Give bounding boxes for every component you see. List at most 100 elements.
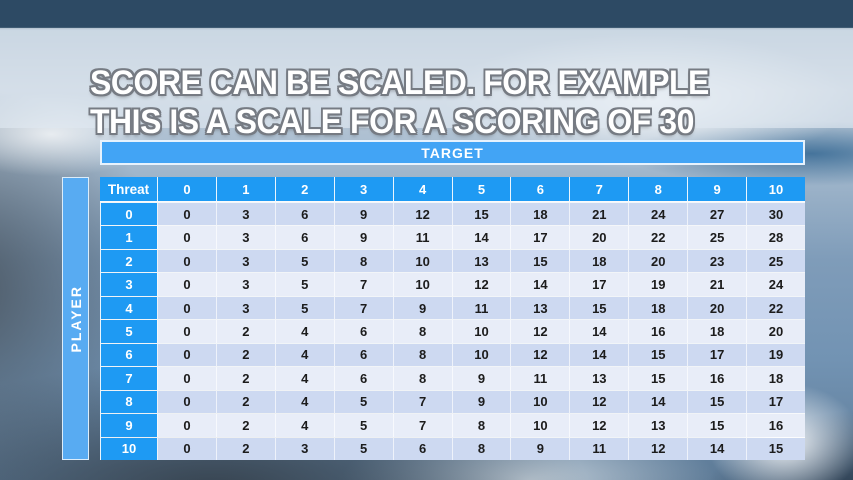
score-cell-r8-c0: 0 [157, 390, 216, 414]
score-cell-r3-c8: 19 [628, 273, 688, 296]
score-cell-r8-c3: 5 [333, 390, 393, 414]
column-header-2: 2 [274, 177, 334, 201]
score-cell-r9-c4: 7 [392, 414, 452, 437]
score-cell-r3-c2: 5 [274, 273, 334, 296]
score-cell-r7-c8: 15 [628, 367, 688, 390]
score-cell-r1-c8: 22 [628, 226, 688, 249]
score-cell-r3-c9: 21 [687, 273, 747, 296]
score-cell-r10-c0: 0 [157, 437, 216, 460]
score-cell-r7-c1: 2 [215, 367, 275, 390]
score-cell-r1-c0: 0 [157, 226, 216, 249]
table-row-3: 3 0 3 5 7 10 12 14 17 19 21 24 [100, 272, 805, 296]
score-cell-r9-c2: 4 [274, 414, 334, 437]
score-cell-r1-c9: 25 [687, 226, 747, 249]
score-cell-r6-c3: 6 [333, 343, 393, 367]
column-header-6: 6 [510, 177, 570, 201]
column-header-10: 10 [746, 177, 805, 201]
row-label-1: 1 [100, 226, 157, 249]
score-cell-r0-c9: 27 [687, 203, 747, 226]
score-table: Threat 0 1 2 3 4 5 6 7 8 9 10 0 0 3 6 9 12 15 18 21 24 27 30 1… [100, 177, 805, 460]
score-cell-r0-c5: 15 [451, 203, 511, 226]
score-cell-r5-c9: 18 [687, 320, 747, 343]
score-cell-r7-c4: 8 [392, 367, 452, 390]
score-cell-r1-c4: 11 [392, 226, 452, 249]
score-cell-r10-c2: 3 [274, 437, 334, 460]
score-cell-r5-c8: 16 [628, 320, 688, 343]
column-header-7: 7 [569, 177, 629, 201]
score-cell-r9-c6: 10 [510, 414, 570, 437]
score-cell-r3-c4: 10 [392, 273, 452, 296]
table-row-9: 9 0 2 4 5 7 8 10 12 13 15 16 [100, 413, 805, 437]
score-cell-r9-c5: 8 [451, 414, 511, 437]
score-cell-r7-c10: 18 [746, 367, 805, 390]
score-cell-r1-c6: 17 [510, 226, 570, 249]
score-cell-r3-c7: 17 [569, 273, 629, 296]
score-cell-r9-c9: 15 [687, 414, 747, 437]
score-cell-r0-c3: 9 [333, 203, 393, 226]
score-cell-r5-c2: 4 [274, 320, 334, 343]
score-cell-r2-c0: 0 [157, 249, 216, 273]
table-row-8: 8 0 2 4 5 7 9 10 12 14 15 17 [100, 389, 805, 414]
corner-header-threat: Threat [100, 177, 157, 201]
score-cell-r2-c3: 8 [333, 249, 393, 273]
column-header-0: 0 [157, 177, 216, 201]
score-cell-r0-c8: 24 [628, 203, 688, 226]
score-cell-r4-c5: 11 [451, 296, 511, 320]
score-cell-r10-c4: 6 [392, 437, 452, 460]
score-cell-r7-c9: 16 [687, 367, 747, 390]
row-label-6: 6 [100, 343, 157, 367]
score-cell-r4-c4: 9 [392, 296, 452, 320]
score-cell-r6-c2: 4 [274, 343, 334, 367]
score-cell-r8-c6: 10 [510, 390, 570, 414]
score-cell-r8-c4: 7 [392, 390, 452, 414]
score-cell-r0-c6: 18 [510, 203, 570, 226]
row-label-0: 0 [100, 203, 157, 226]
row-label-4: 4 [100, 296, 157, 320]
column-header-3: 3 [333, 177, 393, 201]
table-row-6: 6 0 2 4 6 8 10 12 14 15 17 19 [100, 342, 805, 367]
row-label-2: 2 [100, 249, 157, 273]
score-cell-r5-c5: 10 [451, 320, 511, 343]
score-cell-r7-c7: 13 [569, 367, 629, 390]
score-cell-r8-c7: 12 [569, 390, 629, 414]
score-cell-r4-c0: 0 [157, 296, 216, 320]
score-cell-r6-c10: 19 [746, 343, 805, 367]
score-cell-r5-c10: 20 [746, 320, 805, 343]
score-cell-r7-c6: 11 [510, 367, 570, 390]
slide-title-line2: THIS IS A SCALE FOR A SCORING OF 30 [90, 103, 694, 141]
score-cell-r0-c10: 30 [746, 203, 805, 226]
table-row-10: 10 0 2 3 5 6 8 9 11 12 14 15 [100, 436, 805, 460]
score-cell-r3-c10: 24 [746, 273, 805, 296]
score-cell-r8-c8: 14 [628, 390, 688, 414]
score-cell-r2-c6: 15 [510, 249, 570, 273]
column-header-8: 8 [628, 177, 688, 201]
score-cell-r6-c9: 17 [687, 343, 747, 367]
row-label-8: 8 [100, 390, 157, 414]
score-cell-r10-c3: 5 [333, 437, 393, 460]
score-cell-r4-c6: 13 [510, 296, 570, 320]
score-cell-r7-c2: 4 [274, 367, 334, 390]
score-cell-r0-c7: 21 [569, 203, 629, 226]
score-cell-r2-c5: 13 [451, 249, 511, 273]
table-row-1: 1 0 3 6 9 11 14 17 20 22 25 28 [100, 225, 805, 249]
score-cell-r6-c5: 10 [451, 343, 511, 367]
score-cell-r9-c0: 0 [157, 414, 216, 437]
score-cell-r8-c9: 15 [687, 390, 747, 414]
score-cell-r2-c7: 18 [569, 249, 629, 273]
score-cell-r2-c4: 10 [392, 249, 452, 273]
row-label-3: 3 [100, 273, 157, 296]
score-cell-r10-c9: 14 [687, 437, 747, 460]
score-cell-r4-c3: 7 [333, 296, 393, 320]
score-cell-r6-c4: 8 [392, 343, 452, 367]
row-label-9: 9 [100, 414, 157, 437]
row-label-10: 10 [100, 437, 157, 460]
score-cell-r6-c7: 14 [569, 343, 629, 367]
score-cell-r4-c2: 5 [274, 296, 334, 320]
score-cell-r10-c1: 2 [215, 437, 275, 460]
score-cell-r2-c9: 23 [687, 249, 747, 273]
score-cell-r4-c9: 20 [687, 296, 747, 320]
score-cell-r10-c5: 8 [451, 437, 511, 460]
table-row-0: 0 0 3 6 9 12 15 18 21 24 27 30 [100, 202, 805, 226]
score-cell-r0-c1: 3 [215, 203, 275, 226]
player-axis-label: PLAYER [62, 177, 89, 460]
